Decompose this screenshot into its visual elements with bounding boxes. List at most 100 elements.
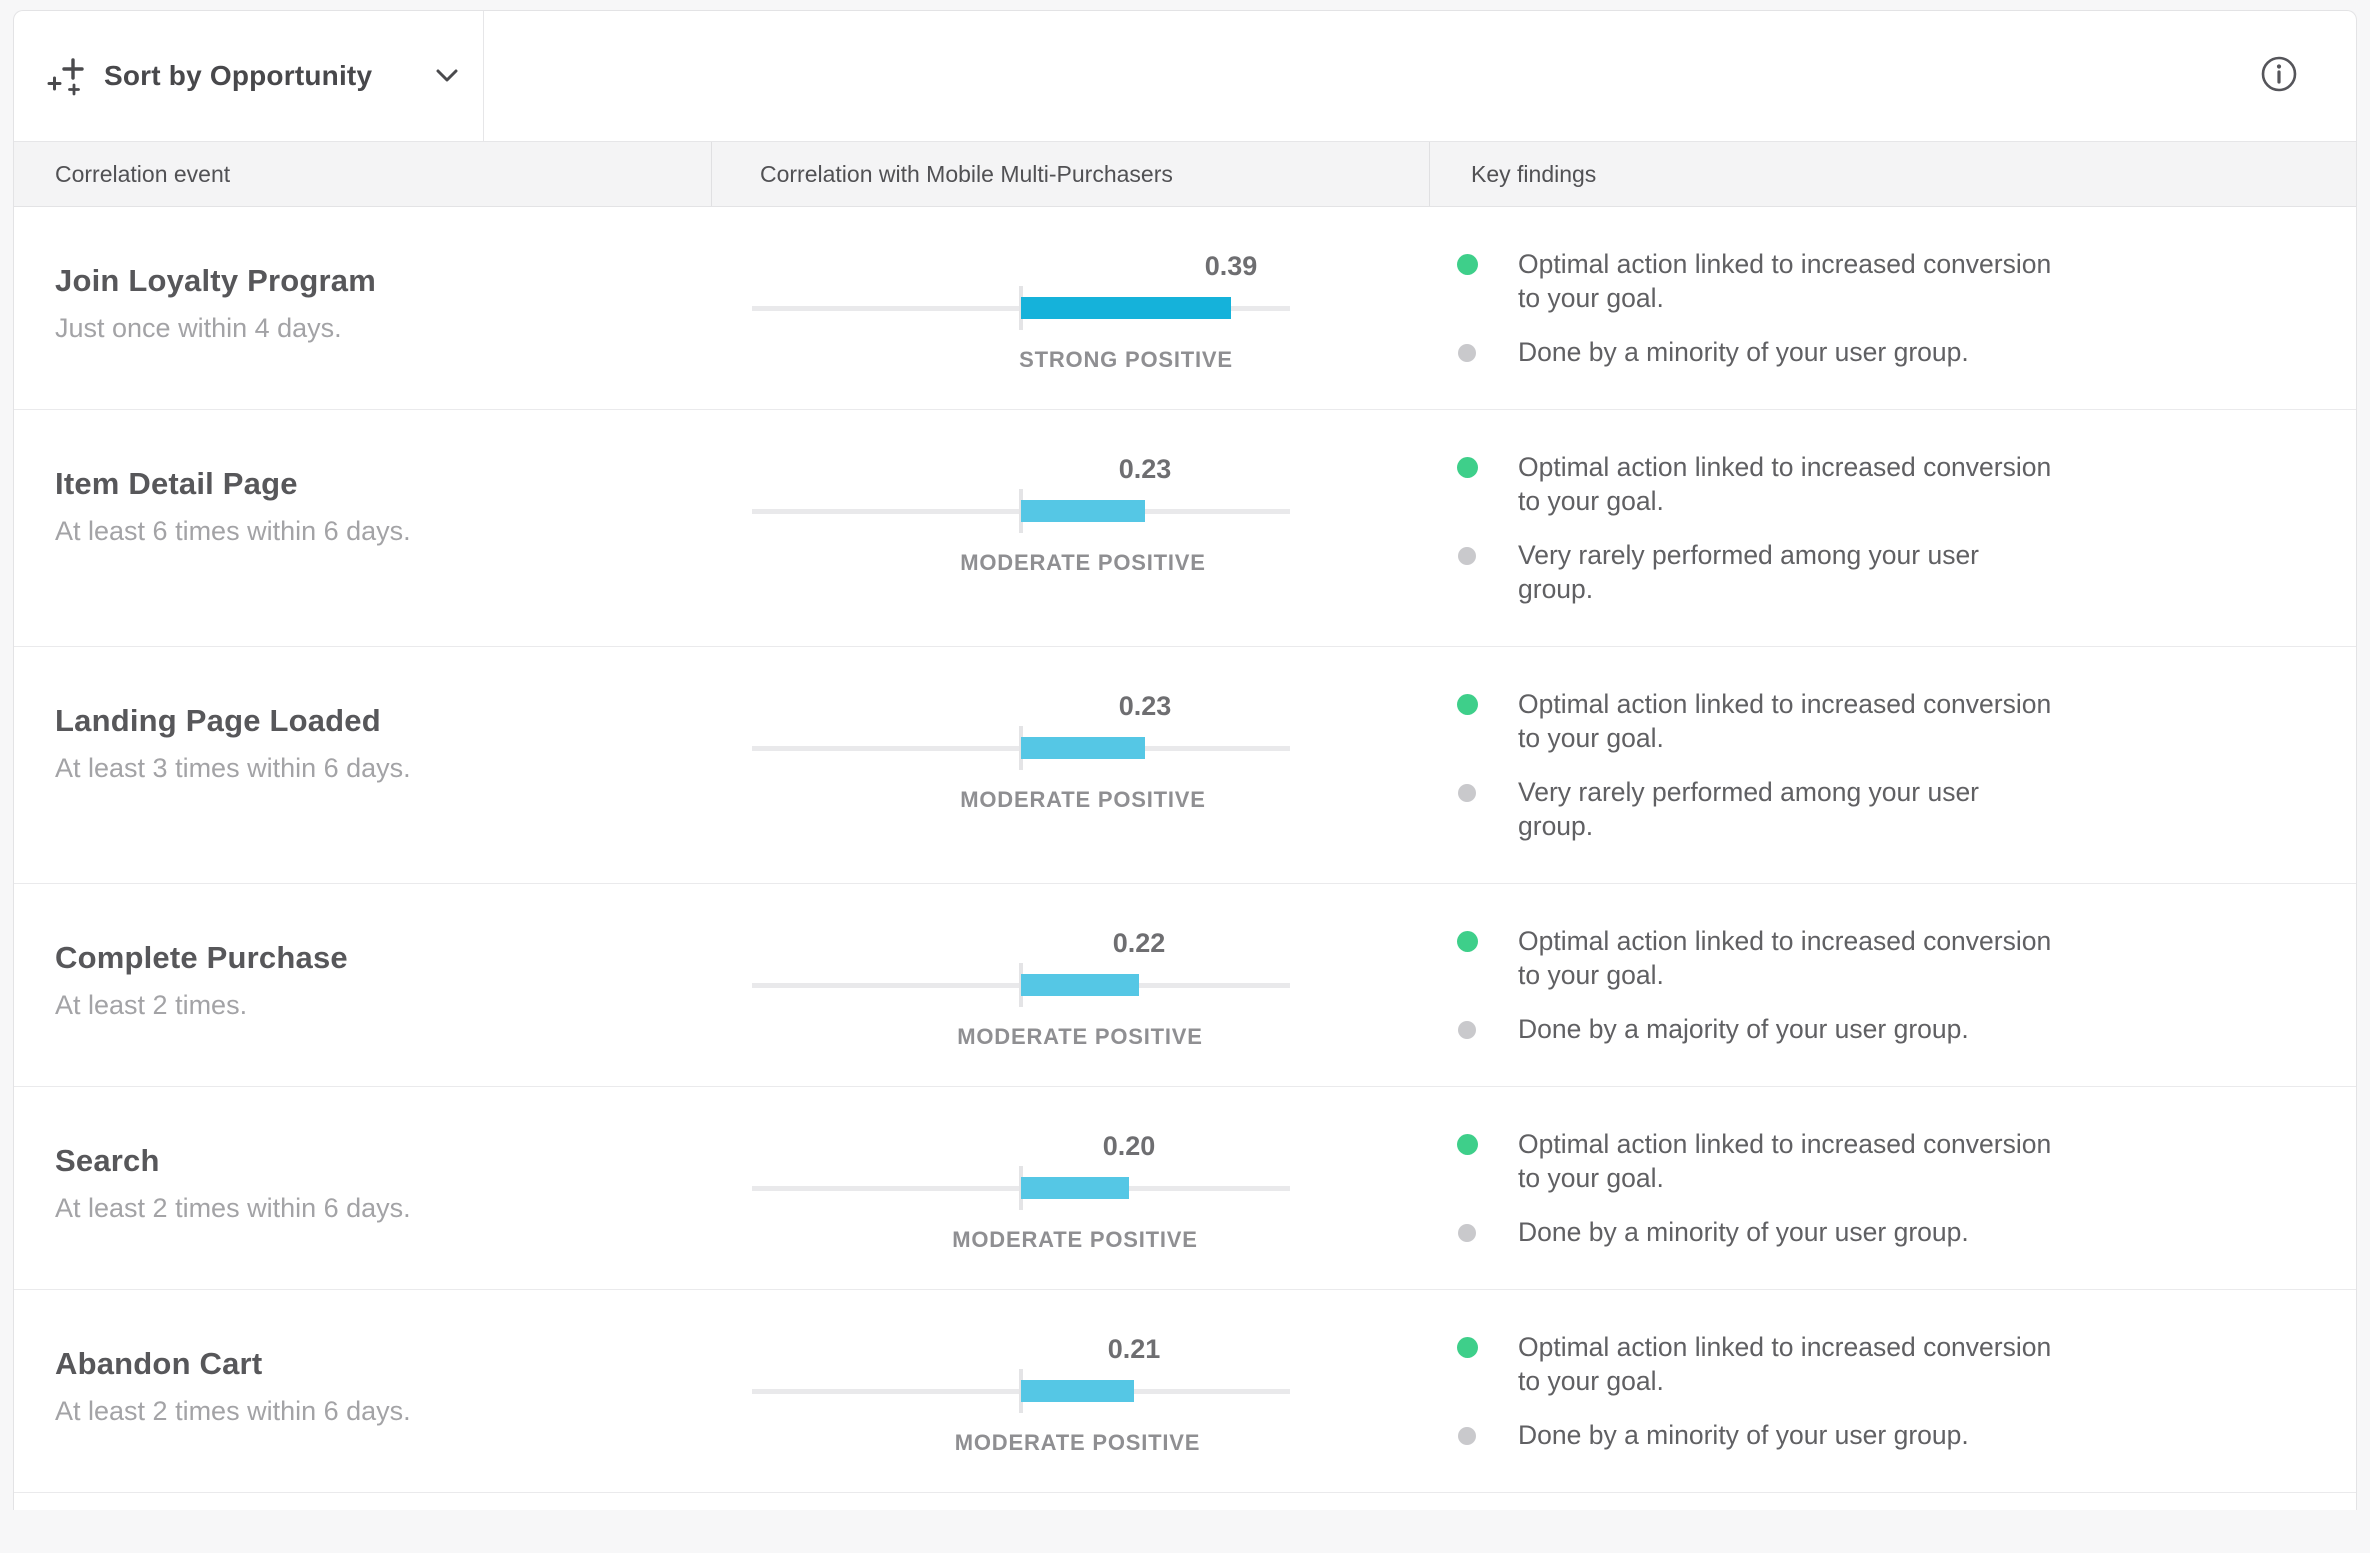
table-row-abandon-cart[interactable]: Abandon Cart At least 2 times within 6 d…: [14, 1290, 2356, 1493]
sparkle-plus-icon: [47, 58, 84, 96]
event-name: Abandon Cart: [55, 1346, 263, 1381]
event-criteria: At least 2 times within 6 days.: [55, 1193, 411, 1223]
event-cell: Abandon Cart At least 2 times within 6 d…: [14, 1290, 712, 1492]
info-icon[interactable]: [2260, 55, 2298, 93]
key-findings-cell: Optimal action linked to increased conve…: [1430, 207, 2356, 409]
finding-item: Optimal action linked to increased conve…: [1456, 687, 2326, 755]
positive-dot-icon: [1456, 931, 1478, 952]
correlation-cell: 0.23 MODERATE POSITIVE: [712, 410, 1430, 646]
event-cell: Join Loyalty Program Just once within 4 …: [14, 207, 712, 409]
bar-area: [752, 285, 1290, 331]
correlation-strength-label: MODERATE POSITIVE: [954, 1430, 1201, 1455]
chevron-down-icon: [436, 69, 458, 82]
event-criteria: Just once within 4 days.: [55, 313, 342, 343]
event-name: Complete Purchase: [55, 940, 348, 975]
correlation-cell: 0.22 MODERATE POSITIVE: [712, 884, 1430, 1086]
finding-item: Optimal action linked to increased conve…: [1456, 247, 2326, 315]
neutral-dot-icon: [1458, 344, 1476, 362]
correlation-strength-label: MODERATE POSITIVE: [960, 550, 1206, 575]
sort-dropdown-label: Sort by Opportunity: [104, 60, 373, 91]
correlation-bar-chart: 0.21 MODERATE POSITIVE: [752, 1334, 1290, 1460]
correlation-bar-chart: 0.23 MODERATE POSITIVE: [752, 691, 1290, 817]
bar-area: [752, 488, 1290, 534]
finding-text: Done by a minority of your user group.: [1518, 337, 1969, 367]
event-criteria: At least 6 times within 6 days.: [55, 516, 411, 546]
table-row-search[interactable]: Search At least 2 times within 6 days. 0…: [14, 1087, 2356, 1290]
toolbar-spacer: [484, 11, 2356, 141]
neutral-dot-icon: [1458, 1021, 1476, 1039]
table-header: Correlation event Correlation with Mobil…: [14, 141, 2356, 207]
correlation-cell: 0.21 MODERATE POSITIVE: [712, 1290, 1430, 1492]
event-cell: Search At least 2 times within 6 days.: [14, 1087, 712, 1289]
key-findings-cell: Optimal action linked to increased conve…: [1430, 884, 2356, 1086]
correlation-bar-chart: 0.39 STRONG POSITIVE: [752, 251, 1290, 377]
finding-text: Optimal action linked to increased conve…: [1518, 689, 2052, 753]
event-name: Item Detail Page: [55, 466, 298, 501]
finding-text: Optimal action linked to increased conve…: [1518, 1332, 2052, 1396]
neutral-dot-icon: [1458, 1427, 1476, 1445]
correlation-cell: 0.20 MODERATE POSITIVE: [712, 1087, 1430, 1289]
event-criteria: At least 2 times within 6 days.: [55, 1396, 411, 1426]
finding-text: Done by a minority of your user group.: [1518, 1217, 1969, 1247]
event-criteria: At least 2 times.: [55, 990, 248, 1020]
neutral-dot-icon: [1458, 547, 1476, 565]
correlation-bar: [1021, 500, 1145, 522]
correlation-bar: [1021, 737, 1145, 759]
finding-text: Optimal action linked to increased conve…: [1518, 1129, 2052, 1193]
correlation-strength-label: MODERATE POSITIVE: [960, 787, 1206, 812]
correlation-value: 0.23: [1118, 691, 1172, 721]
correlation-strength-label: MODERATE POSITIVE: [952, 1227, 1198, 1252]
finding-item: Optimal action linked to increased conve…: [1456, 1330, 2326, 1398]
positive-dot-icon: [1456, 1337, 1478, 1358]
finding-item: Very rarely performed among your user gr…: [1456, 538, 2326, 606]
bar-area: [752, 725, 1290, 771]
correlation-bar: [1021, 1380, 1134, 1402]
event-cell: Landing Page Loaded At least 3 times wit…: [14, 647, 712, 883]
finding-text: Optimal action linked to increased conve…: [1518, 249, 2052, 313]
table-row-item-detail-page[interactable]: Item Detail Page At least 6 times within…: [14, 410, 2356, 647]
event-criteria: At least 3 times within 6 days.: [55, 753, 411, 783]
positive-dot-icon: [1456, 457, 1478, 478]
correlation-bar-chart: 0.20 MODERATE POSITIVE: [752, 1131, 1290, 1257]
bar-area: [752, 1368, 1290, 1414]
correlation-panel: Sort by Opportunity Correlation event Co…: [13, 10, 2357, 1510]
column-header-correlation-event: Correlation event: [14, 142, 712, 206]
correlation-bar-chart: 0.23 MODERATE POSITIVE: [752, 454, 1290, 580]
event-name: Join Loyalty Program: [55, 263, 376, 298]
bar-area: [752, 962, 1290, 1008]
toolbar: Sort by Opportunity: [14, 11, 2356, 141]
column-header-key-findings: Key findings: [1471, 160, 1597, 187]
finding-text: Done by a minority of your user group.: [1518, 1420, 1969, 1450]
positive-dot-icon: [1456, 694, 1478, 715]
table-row-landing-page-loaded[interactable]: Landing Page Loaded At least 3 times wit…: [14, 647, 2356, 884]
sort-by-opportunity-dropdown[interactable]: Sort by Opportunity: [14, 11, 484, 141]
key-findings-cell: Optimal action linked to increased conve…: [1430, 1290, 2356, 1492]
finding-text: Very rarely performed among your user gr…: [1518, 540, 1980, 604]
column-header-correlation: Correlation with Mobile Multi-Purchasers: [712, 142, 1430, 206]
finding-item: Optimal action linked to increased conve…: [1456, 1127, 2326, 1195]
finding-text: Very rarely performed among your user gr…: [1518, 777, 1980, 841]
finding-item: Done by a minority of your user group.: [1456, 335, 2326, 369]
event-cell: Item Detail Page At least 6 times within…: [14, 410, 712, 646]
correlation-cell: 0.23 MODERATE POSITIVE: [712, 647, 1430, 883]
positive-dot-icon: [1456, 1134, 1478, 1155]
finding-item: Done by a majority of your user group.: [1456, 1012, 2326, 1046]
bar-area: [752, 1165, 1290, 1211]
table-row-join-loyalty-program[interactable]: Join Loyalty Program Just once within 4 …: [14, 207, 2356, 410]
finding-text: Optimal action linked to increased conve…: [1518, 926, 2052, 990]
finding-text: Optimal action linked to increased conve…: [1518, 452, 2052, 516]
table-row-complete-purchase[interactable]: Complete Purchase At least 2 times. 0.22…: [14, 884, 2356, 1087]
key-findings-cell: Optimal action linked to increased conve…: [1430, 1087, 2356, 1289]
correlation-cell: 0.39 STRONG POSITIVE: [712, 207, 1430, 409]
event-name: Search: [55, 1143, 160, 1178]
finding-item: Optimal action linked to increased conve…: [1456, 924, 2326, 992]
finding-item: Optimal action linked to increased conve…: [1456, 450, 2326, 518]
neutral-dot-icon: [1458, 784, 1476, 802]
positive-dot-icon: [1456, 254, 1478, 275]
correlation-strength-label: STRONG POSITIVE: [1019, 347, 1233, 372]
finding-item: Very rarely performed among your user gr…: [1456, 775, 2326, 843]
table-body: Join Loyalty Program Just once within 4 …: [14, 207, 2356, 1553]
correlation-value: 0.22: [1112, 928, 1166, 958]
finding-item: Done by a minority of your user group.: [1456, 1418, 2326, 1452]
event-name: Landing Page Loaded: [55, 703, 381, 738]
